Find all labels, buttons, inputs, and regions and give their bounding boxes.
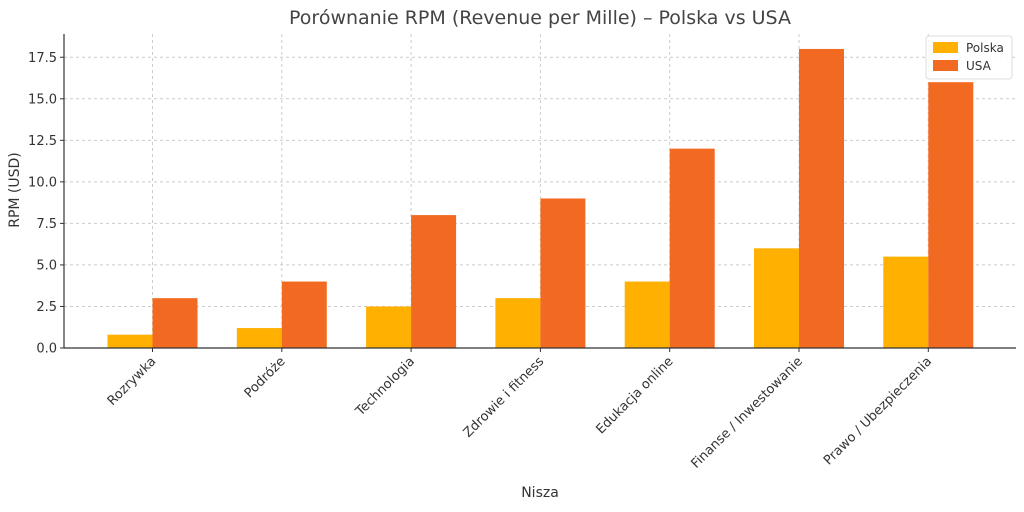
y-tick-labels: 0.0 2.5 5.0 7.5 10.0 12.5 15.0 17.5 bbox=[28, 51, 57, 357]
x-tick-label: Rozrywka bbox=[105, 354, 160, 409]
bar-polska-6 bbox=[883, 256, 929, 348]
bar-polska-0 bbox=[107, 334, 153, 348]
y-tick-label: 2.5 bbox=[36, 300, 57, 315]
y-tick-label: 0.0 bbox=[36, 342, 57, 357]
chart-title: Porównanie RPM (Revenue per Mille) – Pol… bbox=[289, 7, 791, 29]
y-tick-label: 17.5 bbox=[28, 51, 57, 66]
legend-swatch-usa bbox=[933, 60, 958, 71]
bar-usa-3 bbox=[540, 198, 586, 348]
y-tick-label: 15.0 bbox=[28, 92, 57, 107]
x-tick-label: Zdrowie i fitness bbox=[461, 354, 548, 441]
bar-usa-2 bbox=[411, 215, 457, 348]
bar-usa-5 bbox=[799, 48, 844, 348]
x-tick-label: Podróże bbox=[242, 354, 289, 401]
legend-label-polska: Polska bbox=[966, 41, 1004, 55]
bars-layer bbox=[107, 48, 974, 348]
x-tick-label: Edukacja online bbox=[593, 354, 676, 437]
y-tick-label: 5.0 bbox=[36, 258, 57, 273]
y-tick-label: 10.0 bbox=[28, 175, 57, 190]
bar-usa-4 bbox=[669, 148, 715, 348]
bar-polska-1 bbox=[236, 328, 282, 348]
legend-label-usa: USA bbox=[966, 59, 992, 73]
bar-usa-1 bbox=[281, 281, 327, 348]
bar-polska-4 bbox=[624, 281, 670, 348]
bar-polska-2 bbox=[366, 306, 412, 348]
x-tick-labels: Rozrywka Podróże Technologia Zdrowie i fitn… bbox=[105, 354, 935, 472]
y-tick-label: 12.5 bbox=[28, 134, 57, 149]
x-tick-label: Prawo / Ubezpieczenia bbox=[821, 354, 935, 468]
legend: Polska USA bbox=[925, 35, 1013, 80]
legend-swatch-polska bbox=[933, 42, 958, 53]
bar-polska-5 bbox=[754, 248, 799, 348]
bar-usa-6 bbox=[928, 82, 974, 348]
bar-polska-3 bbox=[495, 298, 541, 348]
bar-usa-0 bbox=[152, 298, 198, 348]
x-axis-label: Nisza bbox=[521, 485, 559, 501]
x-tick-label: Technologia bbox=[352, 354, 418, 420]
y-axis-label: RPM (USD) bbox=[7, 152, 23, 228]
x-tick-label: Finanse / Inwestowanie bbox=[688, 354, 805, 471]
y-tick-label: 7.5 bbox=[36, 217, 57, 232]
axes-layer bbox=[60, 34, 1016, 352]
